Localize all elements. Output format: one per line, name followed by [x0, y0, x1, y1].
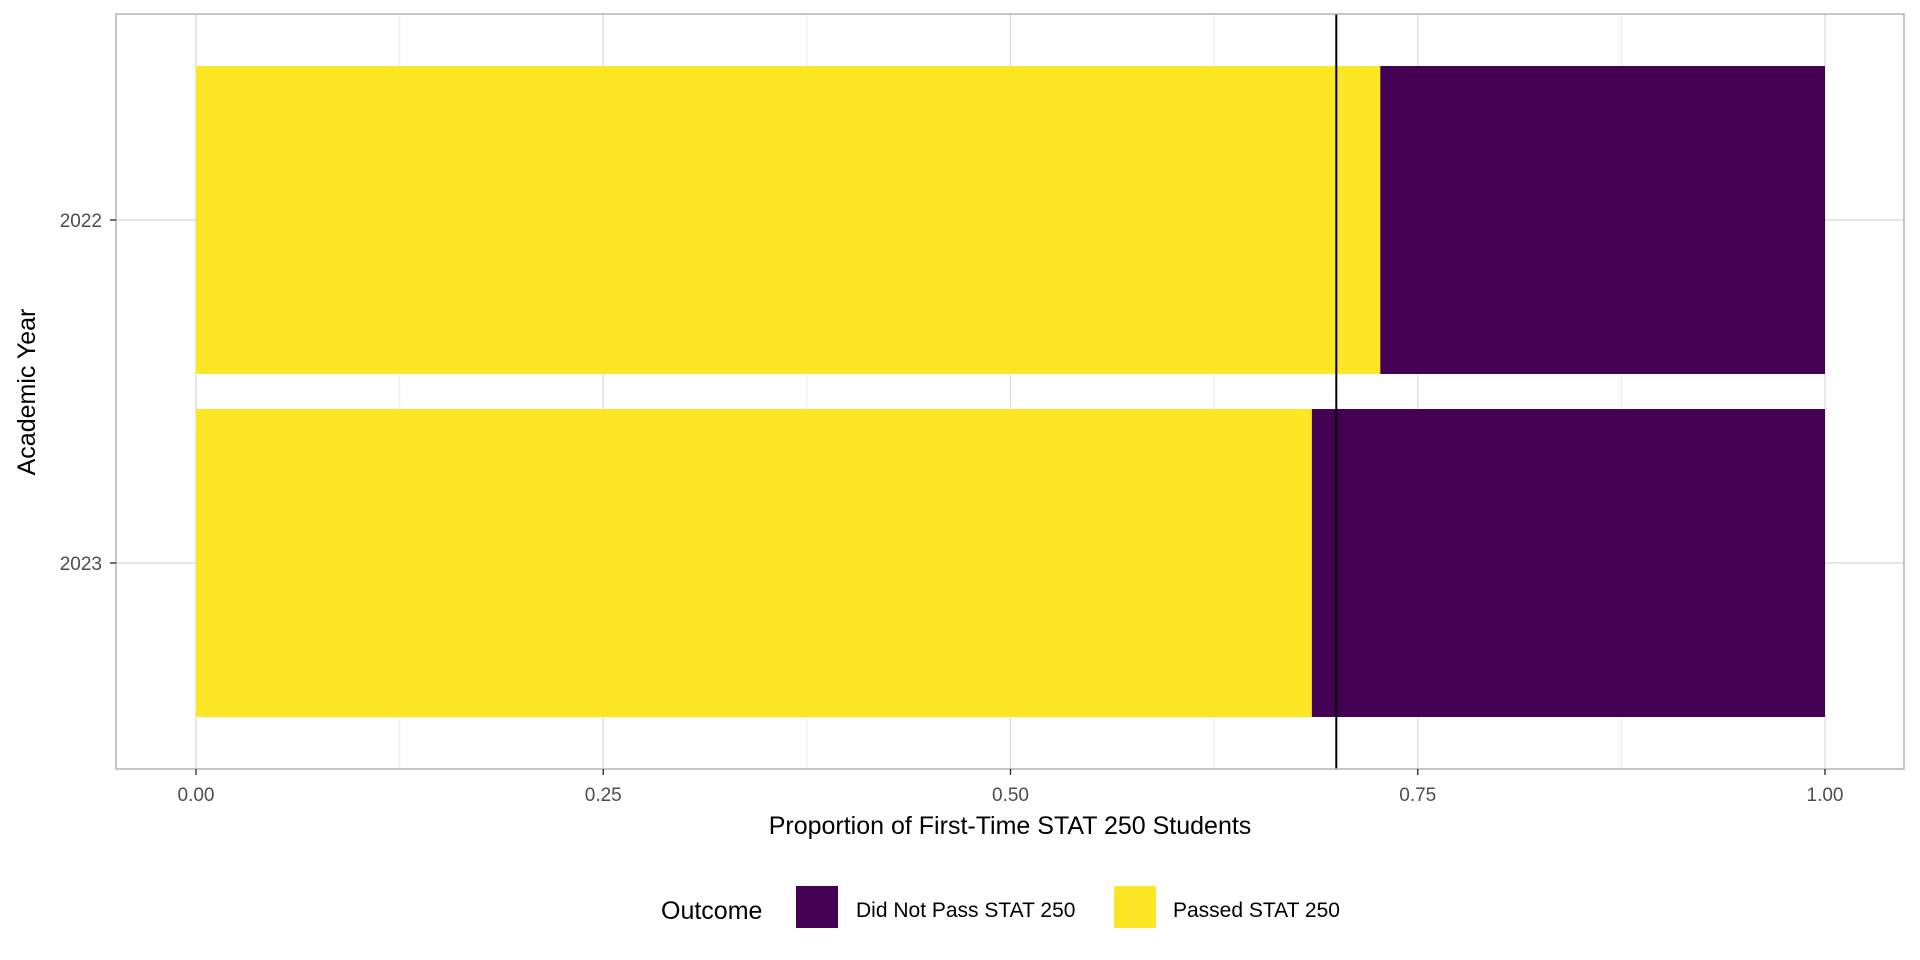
x-tick-label: 0.50 — [992, 785, 1029, 806]
bar-passed-stat-250-2023 — [196, 409, 1312, 717]
x-axis: 0.00 0.25 0.50 0.75 1.00 — [178, 769, 1844, 806]
legend-key — [796, 886, 838, 928]
x-axis-title: Proportion of First-Time STAT 250 Studen… — [769, 812, 1252, 840]
x-tick-label: 0.25 — [585, 785, 622, 806]
bar-did-not-pass-stat-250-2022 — [1380, 66, 1825, 374]
legend-key — [1114, 886, 1156, 928]
y-axis-title: Academic Year — [13, 309, 41, 476]
x-tick-label: 1.00 — [1807, 785, 1844, 806]
bar-did-not-pass-stat-250-2023 — [1311, 409, 1825, 717]
bars — [196, 66, 1825, 717]
y-tick-label: 2022 — [60, 211, 102, 232]
y-tick-label: 2023 — [60, 554, 102, 575]
y-axis: 2022 2023 — [60, 211, 116, 575]
x-tick-label: 0.75 — [1399, 785, 1436, 806]
x-tick-label: 0.00 — [178, 785, 215, 806]
legend-label: Did Not Pass STAT 250 — [856, 899, 1075, 922]
legend-title: Outcome — [661, 897, 762, 925]
bar-passed-stat-250-2022 — [196, 66, 1381, 374]
legend-label: Passed STAT 250 — [1173, 899, 1340, 922]
legend: Outcome Did Not Pass STAT 250 Passed STAT… — [661, 886, 1340, 928]
